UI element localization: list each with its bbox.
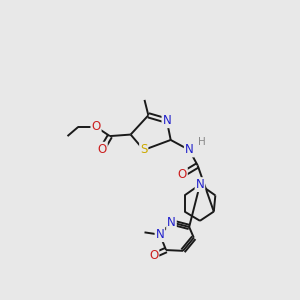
Text: O: O: [98, 143, 107, 156]
Text: O: O: [92, 120, 100, 134]
Text: S: S: [140, 143, 147, 157]
Text: N: N: [196, 178, 204, 191]
Text: N: N: [163, 114, 171, 127]
Text: N: N: [185, 143, 194, 157]
Text: O: O: [178, 168, 187, 181]
Text: N: N: [167, 216, 176, 229]
Text: N: N: [155, 228, 164, 241]
Text: O: O: [149, 249, 158, 262]
Text: H: H: [198, 137, 206, 147]
